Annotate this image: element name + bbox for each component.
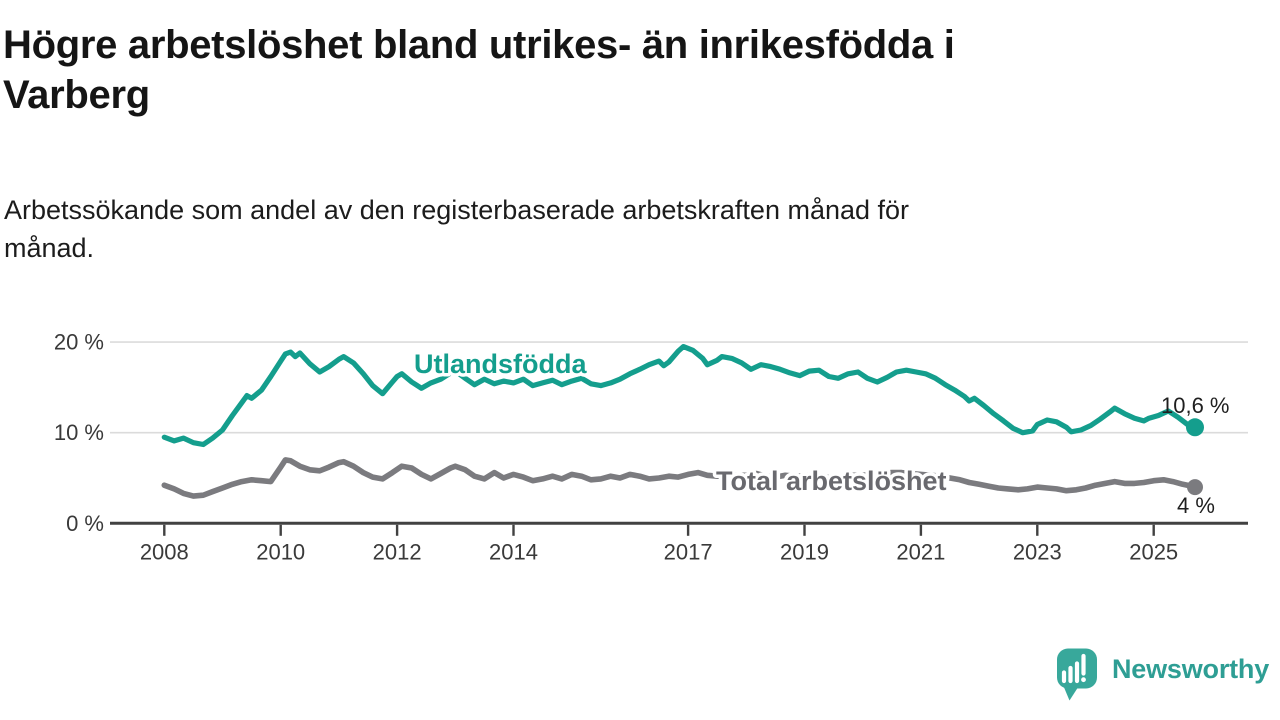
x-tick-label: 2025 <box>1129 539 1178 564</box>
series-layer <box>161 344 1204 499</box>
series-label-total: Total arbetslöshet <box>716 466 947 496</box>
end-value-label-utlandsfodda: 10,6 % <box>1161 393 1230 418</box>
series-line-utlandsfodda <box>161 344 1198 448</box>
annotation-layer: Utlandsfödda 10,6 % Total arbetslöshet 4 % <box>411 346 1230 519</box>
y-tick-label: 10 % <box>54 420 104 445</box>
y-tick-label: 20 % <box>54 330 104 355</box>
y-tick-label: 0 % <box>66 511 104 536</box>
axis-layer: 0 % 10 % 20 % 2008 2010 2012 2014 2017 2019 2021 2… <box>54 330 1248 564</box>
x-tick-label: 2021 <box>896 539 945 564</box>
x-tick-label: 2019 <box>780 539 829 564</box>
x-tick-label: 2010 <box>256 539 305 564</box>
newsworthy-logo-icon <box>1057 648 1097 701</box>
logo-exclamation-dot <box>1081 677 1086 683</box>
end-value-label-total: 4 % <box>1177 493 1215 518</box>
x-tick-label: 2008 <box>140 539 189 564</box>
series-label-utlandsfodda: Utlandsfödda <box>414 349 587 379</box>
series-line-total <box>161 457 1198 499</box>
newsworthy-logo-text: Newsworthy <box>1112 654 1270 684</box>
chart-subtitle: Arbetssökande som andel av den registerb… <box>4 195 910 263</box>
series-end-dot-utlandsfodda <box>1186 418 1204 437</box>
x-tick-label: 2023 <box>1013 539 1062 564</box>
newsworthy-branding: Newsworthy <box>1056 648 1269 704</box>
grid-layer <box>110 341 1248 434</box>
chart-title: Högre arbetslöshet bland utrikes- än inr… <box>3 23 955 118</box>
x-tick-label: 2017 <box>664 539 713 564</box>
series-end-dot-total <box>1187 479 1203 496</box>
x-tick-label: 2014 <box>489 539 538 564</box>
x-tick-label: 2012 <box>373 539 422 564</box>
